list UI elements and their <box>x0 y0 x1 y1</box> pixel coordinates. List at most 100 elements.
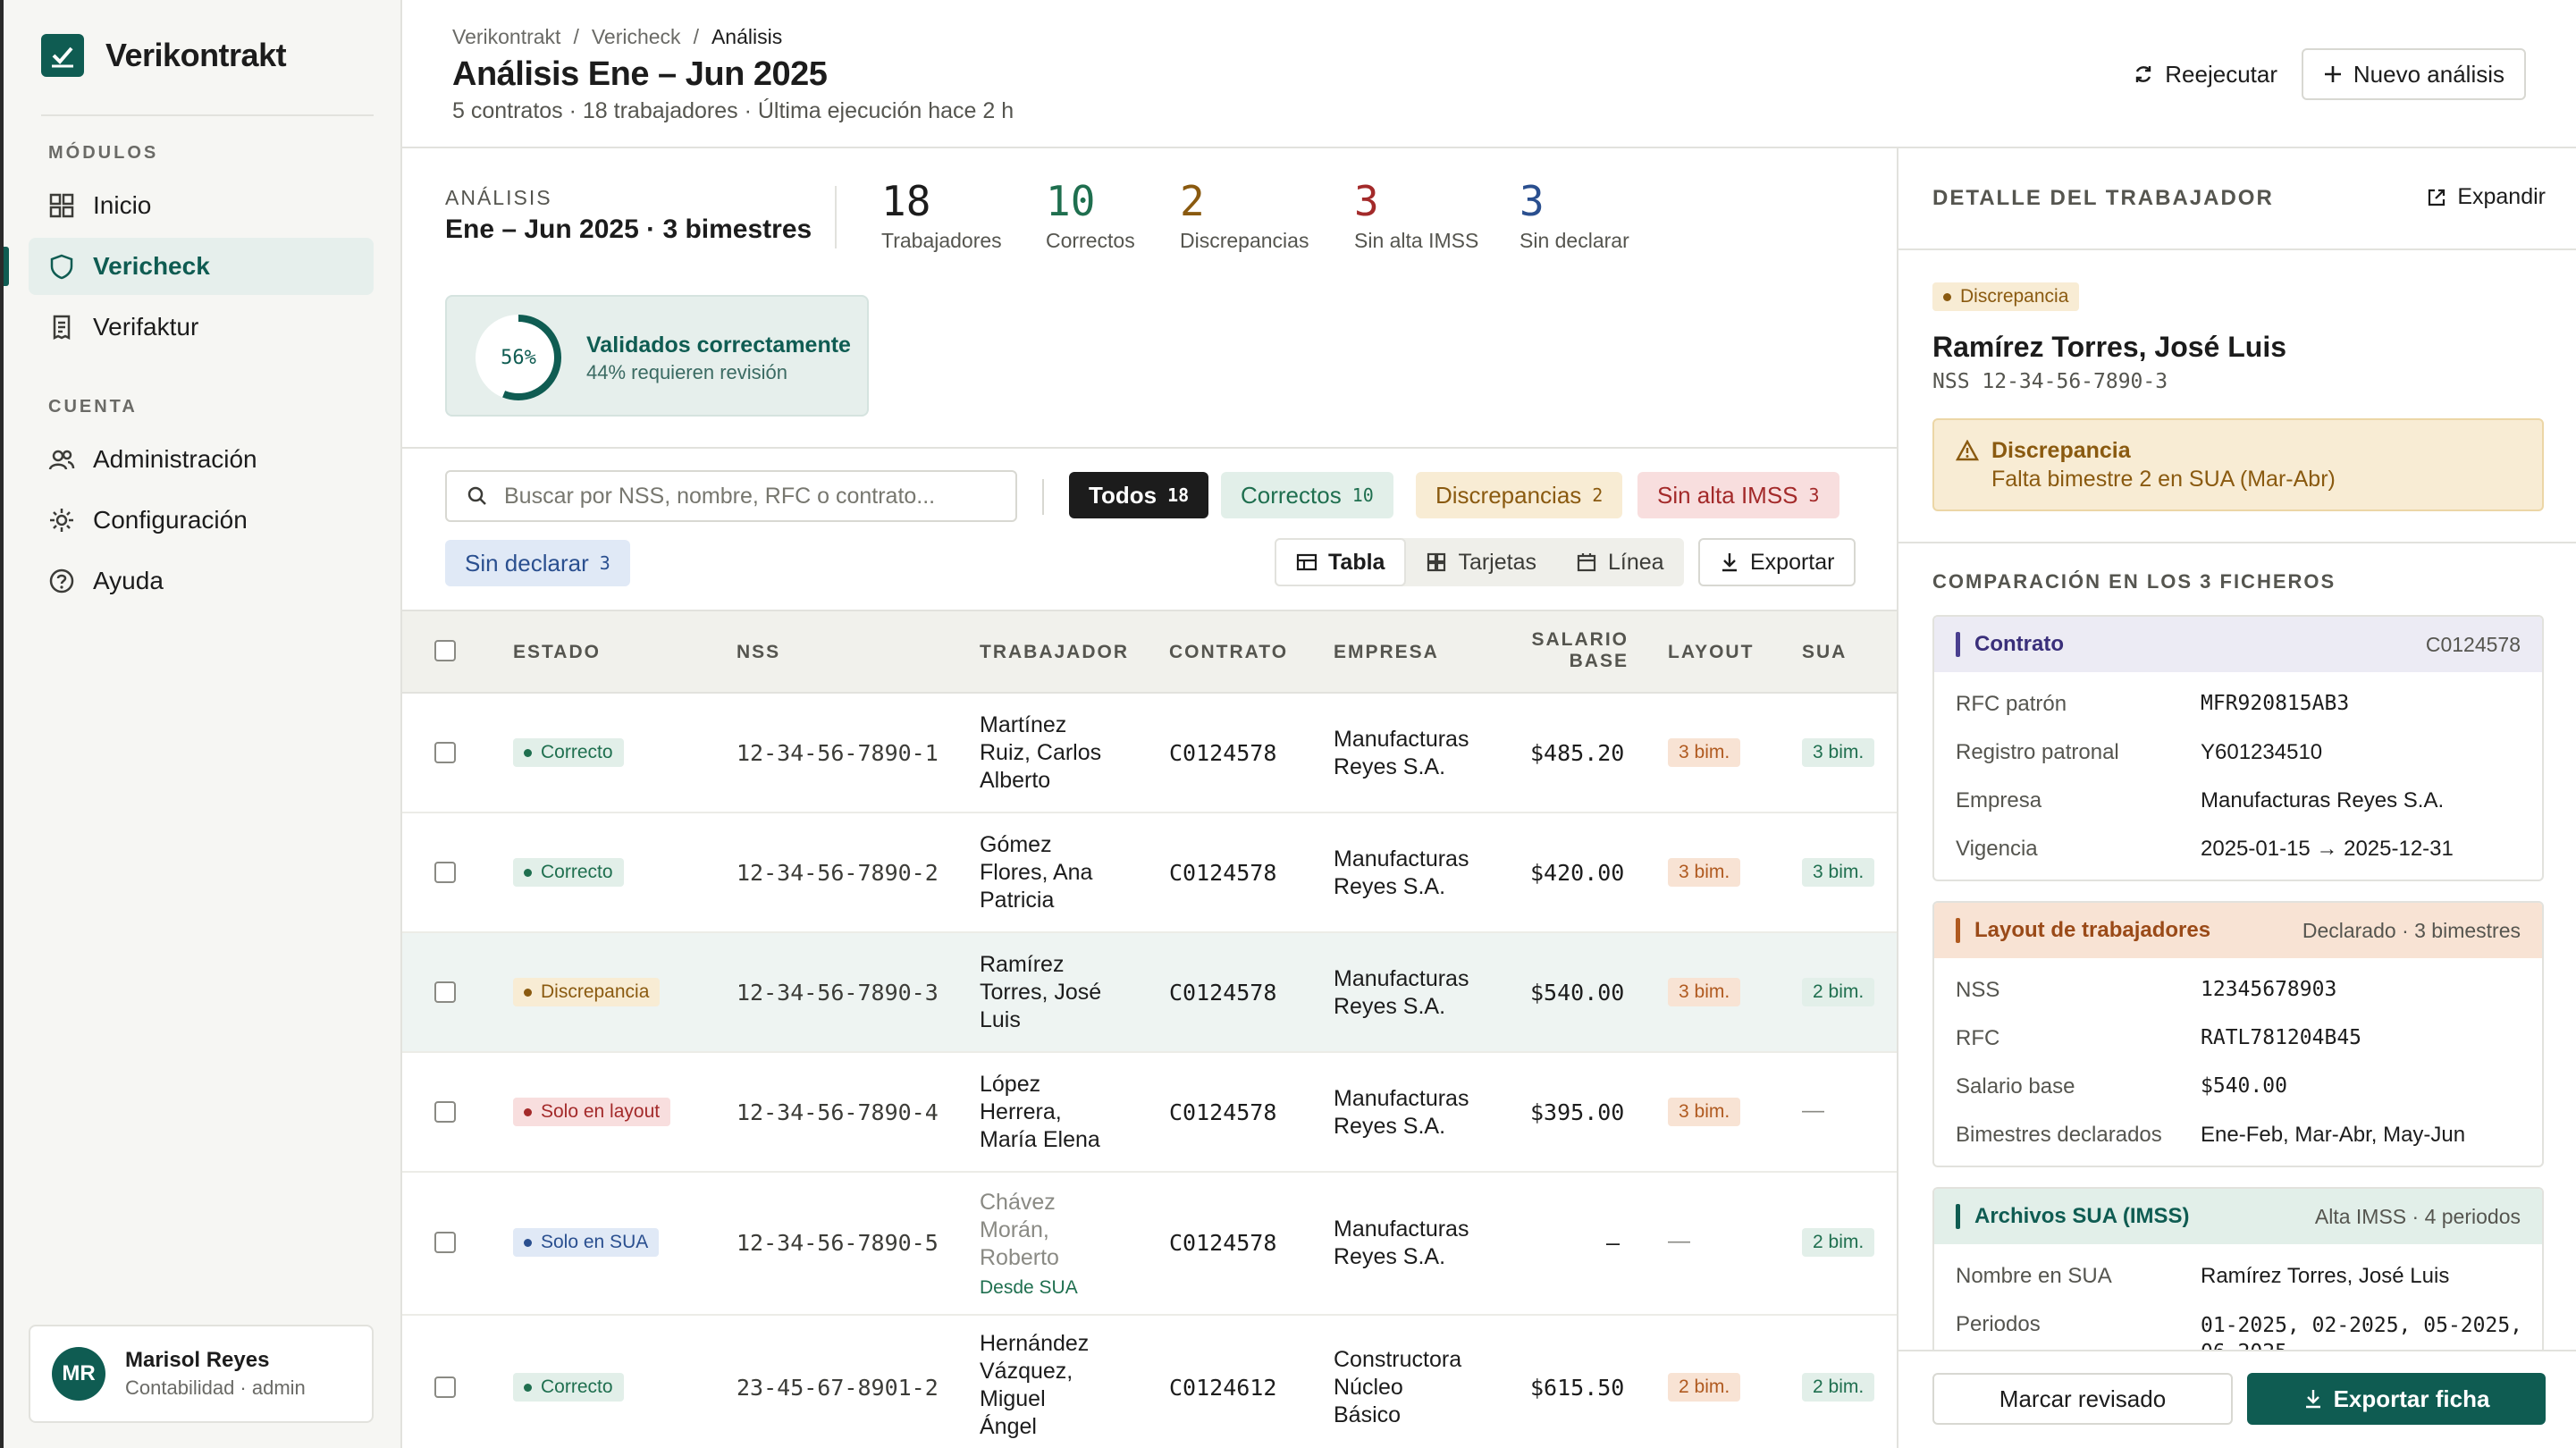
box-header[interactable]: Archivos SUA (IMSS) Alta IMSS · 4 period… <box>1934 1189 2542 1244</box>
table-row[interactable]: Correcto 12-34-56-7890-1 Martínez Ruiz, C… <box>402 694 1897 813</box>
worker-name[interactable]: Martínez Ruiz, Carlos Alberto <box>980 711 1101 795</box>
row-checkbox[interactable] <box>434 1101 456 1123</box>
layout-bimesters: 2 bim. <box>1668 1373 1741 1402</box>
row-checkbox[interactable] <box>434 981 456 1003</box>
nss-cell: 12-34-56-7890-5 <box>737 1230 939 1256</box>
divider <box>1898 542 2576 543</box>
sidebar-item-ayuda[interactable]: Ayuda <box>29 552 374 610</box>
row-checkbox[interactable] <box>434 742 456 763</box>
company-line: Manufacturas <box>1334 966 1469 991</box>
company-line: Manufacturas <box>1334 1086 1469 1111</box>
filter-chip-discrepancias[interactable]: Discrepancias 2 <box>1416 472 1623 518</box>
table-row[interactable]: Correcto 12-34-56-7890-2 Gómez Flores, An… <box>402 813 1897 933</box>
box-meta: Declarado · 3 bimestres <box>2302 918 2521 942</box>
status-badge: Correcto <box>513 1373 624 1402</box>
filter-chip-todos[interactable]: Todos 18 <box>1069 472 1209 518</box>
name-line: Alberto <box>980 768 1051 793</box>
source-note: Desde SUA <box>980 1277 1078 1298</box>
new-analysis-button[interactable]: Nuevo análisis <box>2301 48 2526 100</box>
contract-cell: C0124578 <box>1169 860 1277 886</box>
external-link-icon <box>2429 189 2446 206</box>
breadcrumb-verikontrakt[interactable]: Verikontrakt <box>452 25 561 48</box>
row-checkbox[interactable] <box>434 1376 456 1398</box>
filter-chip-sin-declarar[interactable]: Sin declarar 3 <box>445 540 630 586</box>
table-row-selected[interactable]: Discrepancia 12-34-56-7890-3 Ramírez Torr… <box>402 933 1897 1053</box>
export-card-button[interactable]: Exportar ficha <box>2247 1373 2546 1425</box>
layout-box: Layout de trabajadores Declarado · 3 bim… <box>1932 901 2544 1167</box>
mark-reviewed-button[interactable]: Marcar revisado <box>1932 1373 2233 1425</box>
export-button[interactable]: Exportar <box>1698 538 1856 586</box>
nss-cell: 12-34-56-7890-2 <box>737 860 939 886</box>
worker-name: Ramírez Torres, José Luis <box>1932 331 2286 363</box>
field-value: MFR920815AB3 <box>2201 692 2350 715</box>
sidebar-item-label: Inicio <box>93 191 152 219</box>
breadcrumb-separator: / <box>573 25 579 48</box>
worker-nss: NSS 12-34-56-7890-3 <box>1932 370 2168 393</box>
select-all-checkbox[interactable] <box>434 640 456 661</box>
box-header[interactable]: Contrato C0124578 <box>1934 617 2542 672</box>
worker-name[interactable]: Gómez Flores, Ana Patricia <box>980 831 1092 914</box>
filter-chip-sin-alta-imss[interactable]: Sin alta IMSS 3 <box>1637 472 1839 518</box>
contract-cell: C0124578 <box>1169 740 1277 766</box>
header-line: SALARIO <box>1531 629 1629 650</box>
sidebar: Verikontrakt MÓDULOS Inicio Vericheck Ve… <box>0 0 402 1448</box>
box-header[interactable]: Layout de trabajadores Declarado · 3 bim… <box>1934 903 2542 958</box>
box-meta: Alta IMSS · 4 periodos <box>2314 1204 2521 1228</box>
worker-name[interactable]: López Herrera, María Elena <box>980 1071 1100 1154</box>
table-row[interactable]: Correcto 23-45-67-8901-2 Hernández Vázque… <box>402 1316 1897 1448</box>
chip-count: 2 <box>1592 484 1604 506</box>
column-header-empresa[interactable]: EMPRESA <box>1334 642 1439 662</box>
chip-count: 3 <box>1808 484 1820 506</box>
sidebar-item-verifaktur[interactable]: Verifaktur <box>29 299 374 356</box>
column-header-nss[interactable]: NSS <box>737 642 781 662</box>
contract-cell: C0124578 <box>1169 1099 1277 1125</box>
layout-bimesters: 3 bim. <box>1668 738 1741 767</box>
sidebar-item-configuracion[interactable]: Configuración <box>29 492 374 549</box>
view-tab-tabla[interactable]: Tabla <box>1275 538 1407 586</box>
column-header-layout[interactable]: LAYOUT <box>1668 642 1755 662</box>
column-header-salario-base[interactable]: SALARIO BASE <box>1530 629 1629 672</box>
user-card[interactable]: MR Marisol Reyes Contabilidad · admin <box>29 1325 374 1423</box>
stat-value: 3 <box>1354 177 1379 225</box>
detail-header: DETALLE DEL TRABAJADOR Expandir <box>1898 148 2576 250</box>
column-header-contrato[interactable]: CONTRATO <box>1169 642 1289 662</box>
column-header-estado[interactable]: ESTADO <box>513 642 601 662</box>
worker-name[interactable]: Ramírez Torres, José Luis <box>980 951 1101 1034</box>
sidebar-item-label: Verifaktur <box>93 313 199 341</box>
breadcrumb-vericheck[interactable]: Vericheck <box>591 25 681 48</box>
search-placeholder: Buscar por NSS, nombre, RFC o contrato..… <box>504 483 936 509</box>
alert-title: Discrepancia <box>1991 438 2131 463</box>
view-tab-tarjetas[interactable]: Tarjetas <box>1406 538 1556 586</box>
search-input[interactable]: Buscar por NSS, nombre, RFC o contrato..… <box>445 470 1017 522</box>
user-name: Marisol Reyes <box>125 1348 270 1372</box>
sidebar-item-administracion[interactable]: Administración <box>29 431 374 488</box>
expand-button[interactable]: Expandir <box>2427 184 2546 210</box>
field-row: Nombre en SUA Ramírez Torres, José Luis <box>1934 1251 2542 1300</box>
view-tab-linea[interactable]: Línea <box>1556 538 1684 586</box>
column-header-trabajador[interactable]: TRABAJADOR <box>980 642 1129 662</box>
nss-cell: 12-34-56-7890-1 <box>737 740 939 766</box>
validation-card: 56% Validados correctamente 44% requiere… <box>445 295 869 417</box>
filter-chip-correctos[interactable]: Correctos 10 <box>1221 472 1393 518</box>
sua-bimesters: 2 bim. <box>1802 1373 1875 1402</box>
worker-name[interactable]: Chávez Morán, Roberto Desde SUA <box>980 1189 1078 1301</box>
chip-count: 18 <box>1167 484 1190 506</box>
table-row[interactable]: Solo en SUA 12-34-56-7890-5 Chávez Morán,… <box>402 1173 1897 1316</box>
field-value-line: 01-2025, 02-2025, 05-2025, <box>2201 1314 2523 1337</box>
field-key: RFC patrón <box>1956 692 2067 716</box>
brand[interactable]: Verikontrakt <box>41 34 287 77</box>
field-row: RFC RATL781204B45 <box>1934 1014 2542 1062</box>
company-cell: Manufacturas Reyes S.A. <box>1334 1085 1469 1141</box>
row-checkbox[interactable] <box>434 1232 456 1253</box>
page-subtitle: 5 contratos · 18 trabajadores · Última e… <box>452 98 1014 123</box>
download-icon <box>1722 553 1737 572</box>
sidebar-item-inicio[interactable]: Inicio <box>29 177 374 234</box>
column-header-sua[interactable]: SUA <box>1802 642 1848 662</box>
status-label: Correcto <box>541 1376 613 1397</box>
worker-name[interactable]: Hernández Vázquez, Miguel Ángel <box>980 1330 1089 1441</box>
table-row[interactable]: Solo en layout 12-34-56-7890-4 López Herr… <box>402 1053 1897 1173</box>
rerun-button[interactable]: Reejecutar <box>2113 48 2297 100</box>
sidebar-item-label: Administración <box>93 445 257 473</box>
sidebar-item-vericheck[interactable]: Vericheck <box>4 238 374 295</box>
row-checkbox[interactable] <box>434 862 456 883</box>
